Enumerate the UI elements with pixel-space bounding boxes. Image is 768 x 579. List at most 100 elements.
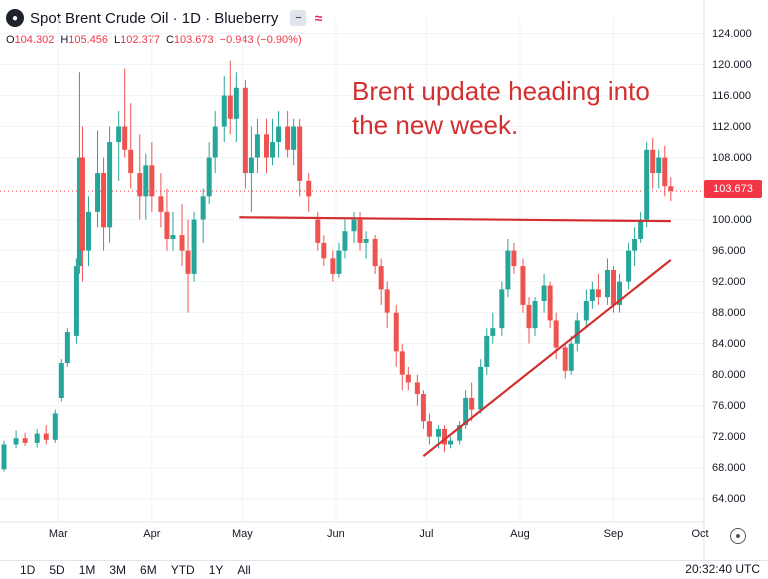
ohlc-key: C (165, 34, 174, 46)
candle-body (116, 126, 122, 143)
candle-body (435, 428, 441, 437)
candle-body (185, 250, 191, 274)
candle-body (170, 235, 176, 239)
candle-body (589, 289, 595, 302)
ohlc-item: −0.943 (−0.90%) (220, 34, 302, 46)
candle-body (64, 332, 70, 364)
candle-body (357, 219, 363, 243)
ohlc-item: L102.377 (114, 34, 160, 46)
candle-body (547, 285, 553, 321)
ohlc-value: 104.302 (14, 34, 55, 46)
price-tick-label: 84.000 (712, 337, 746, 350)
candle-body (656, 157, 662, 174)
candle-body (583, 301, 589, 321)
candle-body (254, 134, 260, 158)
candle-body (342, 231, 348, 251)
candle-body (351, 219, 357, 232)
candle-body (420, 394, 426, 422)
price-tick-label: 120.000 (712, 58, 752, 71)
candle-body (137, 173, 143, 197)
candle-body (85, 211, 91, 251)
time-tick-label: Sep (603, 528, 624, 540)
candle-body (264, 134, 269, 158)
chart-title[interactable]: Spot Brent Crude Oil · 1D · Blueberry (30, 9, 279, 27)
candle-body (478, 366, 484, 410)
candle-body (13, 438, 19, 445)
range-button-6m[interactable]: 6M (140, 563, 157, 577)
ohlc-item: H105.456 (60, 34, 108, 46)
candle-body (58, 363, 64, 398)
candle-body (363, 238, 369, 243)
candle-body (405, 374, 411, 383)
price-tick-label: 124.000 (712, 27, 752, 40)
price-tick-label: 64.000 (712, 492, 746, 505)
candle-body (668, 186, 674, 192)
candle-body (200, 196, 206, 220)
candle-body (638, 219, 644, 239)
trendline-support (422, 259, 672, 457)
ohlc-value: 105.456 (68, 34, 109, 46)
candle-body (553, 320, 559, 348)
ohlc-readout: O104.302 H105.456 L102.377 C103.673 −0.943 (… (6, 34, 326, 46)
range-buttons: 1D 5D 1M 3M 6M YTD 1Y All (0, 563, 251, 577)
range-button-1m[interactable]: 1M (78, 563, 96, 577)
candle-body (505, 250, 511, 290)
wave-icon[interactable]: ≈ (314, 10, 323, 26)
title-row: ● Spot Brent Crude Oil · 1D · Blueberry … (6, 6, 326, 30)
candle-body (595, 289, 601, 298)
header-icons: − ≈ (286, 10, 326, 26)
candle-body (384, 289, 390, 313)
range-button-1y[interactable]: 1Y (208, 563, 224, 577)
chart-header: ● Spot Brent Crude Oil · 1D · Blueberry … (6, 6, 326, 50)
utc-clock[interactable]: 20:32:40 UTC (685, 562, 760, 576)
price-tick-label: 76.000 (712, 399, 746, 412)
settings-icon[interactable] (730, 528, 746, 544)
candle-body (101, 173, 107, 228)
time-tick-label: May (231, 528, 253, 540)
candle-body (511, 250, 517, 267)
candle-body (95, 173, 101, 212)
candle-body (520, 266, 526, 305)
range-button-3m[interactable]: 3M (109, 563, 127, 577)
candle-body (632, 238, 638, 251)
price-tick-label: 100.000 (712, 213, 752, 226)
range-bar: 1D 5D 1M 3M 6M YTD 1Y All 20:32:40 UTC (0, 560, 768, 579)
candle-body (179, 235, 185, 251)
price-tick-label: 88.000 (712, 306, 746, 319)
candle-body (378, 266, 384, 290)
candle-body (164, 211, 170, 239)
candle-body (393, 312, 399, 352)
candle-body (306, 180, 312, 197)
candle-body (644, 149, 650, 220)
candle-body (212, 126, 218, 158)
candle-body (604, 270, 610, 298)
range-button-ytd[interactable]: YTD (170, 563, 195, 577)
last-price-badge: 103.673 (704, 180, 762, 198)
minus-icon[interactable]: − (290, 10, 307, 26)
range-button-all[interactable]: All (237, 563, 251, 577)
trendline-resistance (239, 216, 671, 223)
candle-body (321, 242, 327, 259)
candle-body (541, 285, 547, 302)
candle-body (233, 87, 239, 119)
candle-body (158, 196, 164, 212)
candle-body (610, 270, 616, 305)
candle-body (463, 397, 469, 426)
candle-body (574, 320, 580, 344)
candle-body (107, 142, 113, 228)
ohlc-key: H (60, 34, 69, 46)
candle-body (122, 126, 128, 150)
time-tick-label: Apr (143, 528, 161, 540)
range-button-5d[interactable]: 5D (49, 563, 65, 577)
candle-body (399, 351, 405, 375)
range-button-1d[interactable]: 1D (20, 563, 36, 577)
time-tick-label: Oct (691, 528, 709, 540)
candle-body (1, 444, 7, 470)
candle-body (76, 157, 82, 267)
candle-body (315, 219, 321, 243)
candle-body (276, 126, 282, 143)
candle-body (297, 126, 303, 181)
price-tick-label: 92.000 (712, 275, 746, 288)
candle-body (34, 433, 40, 443)
